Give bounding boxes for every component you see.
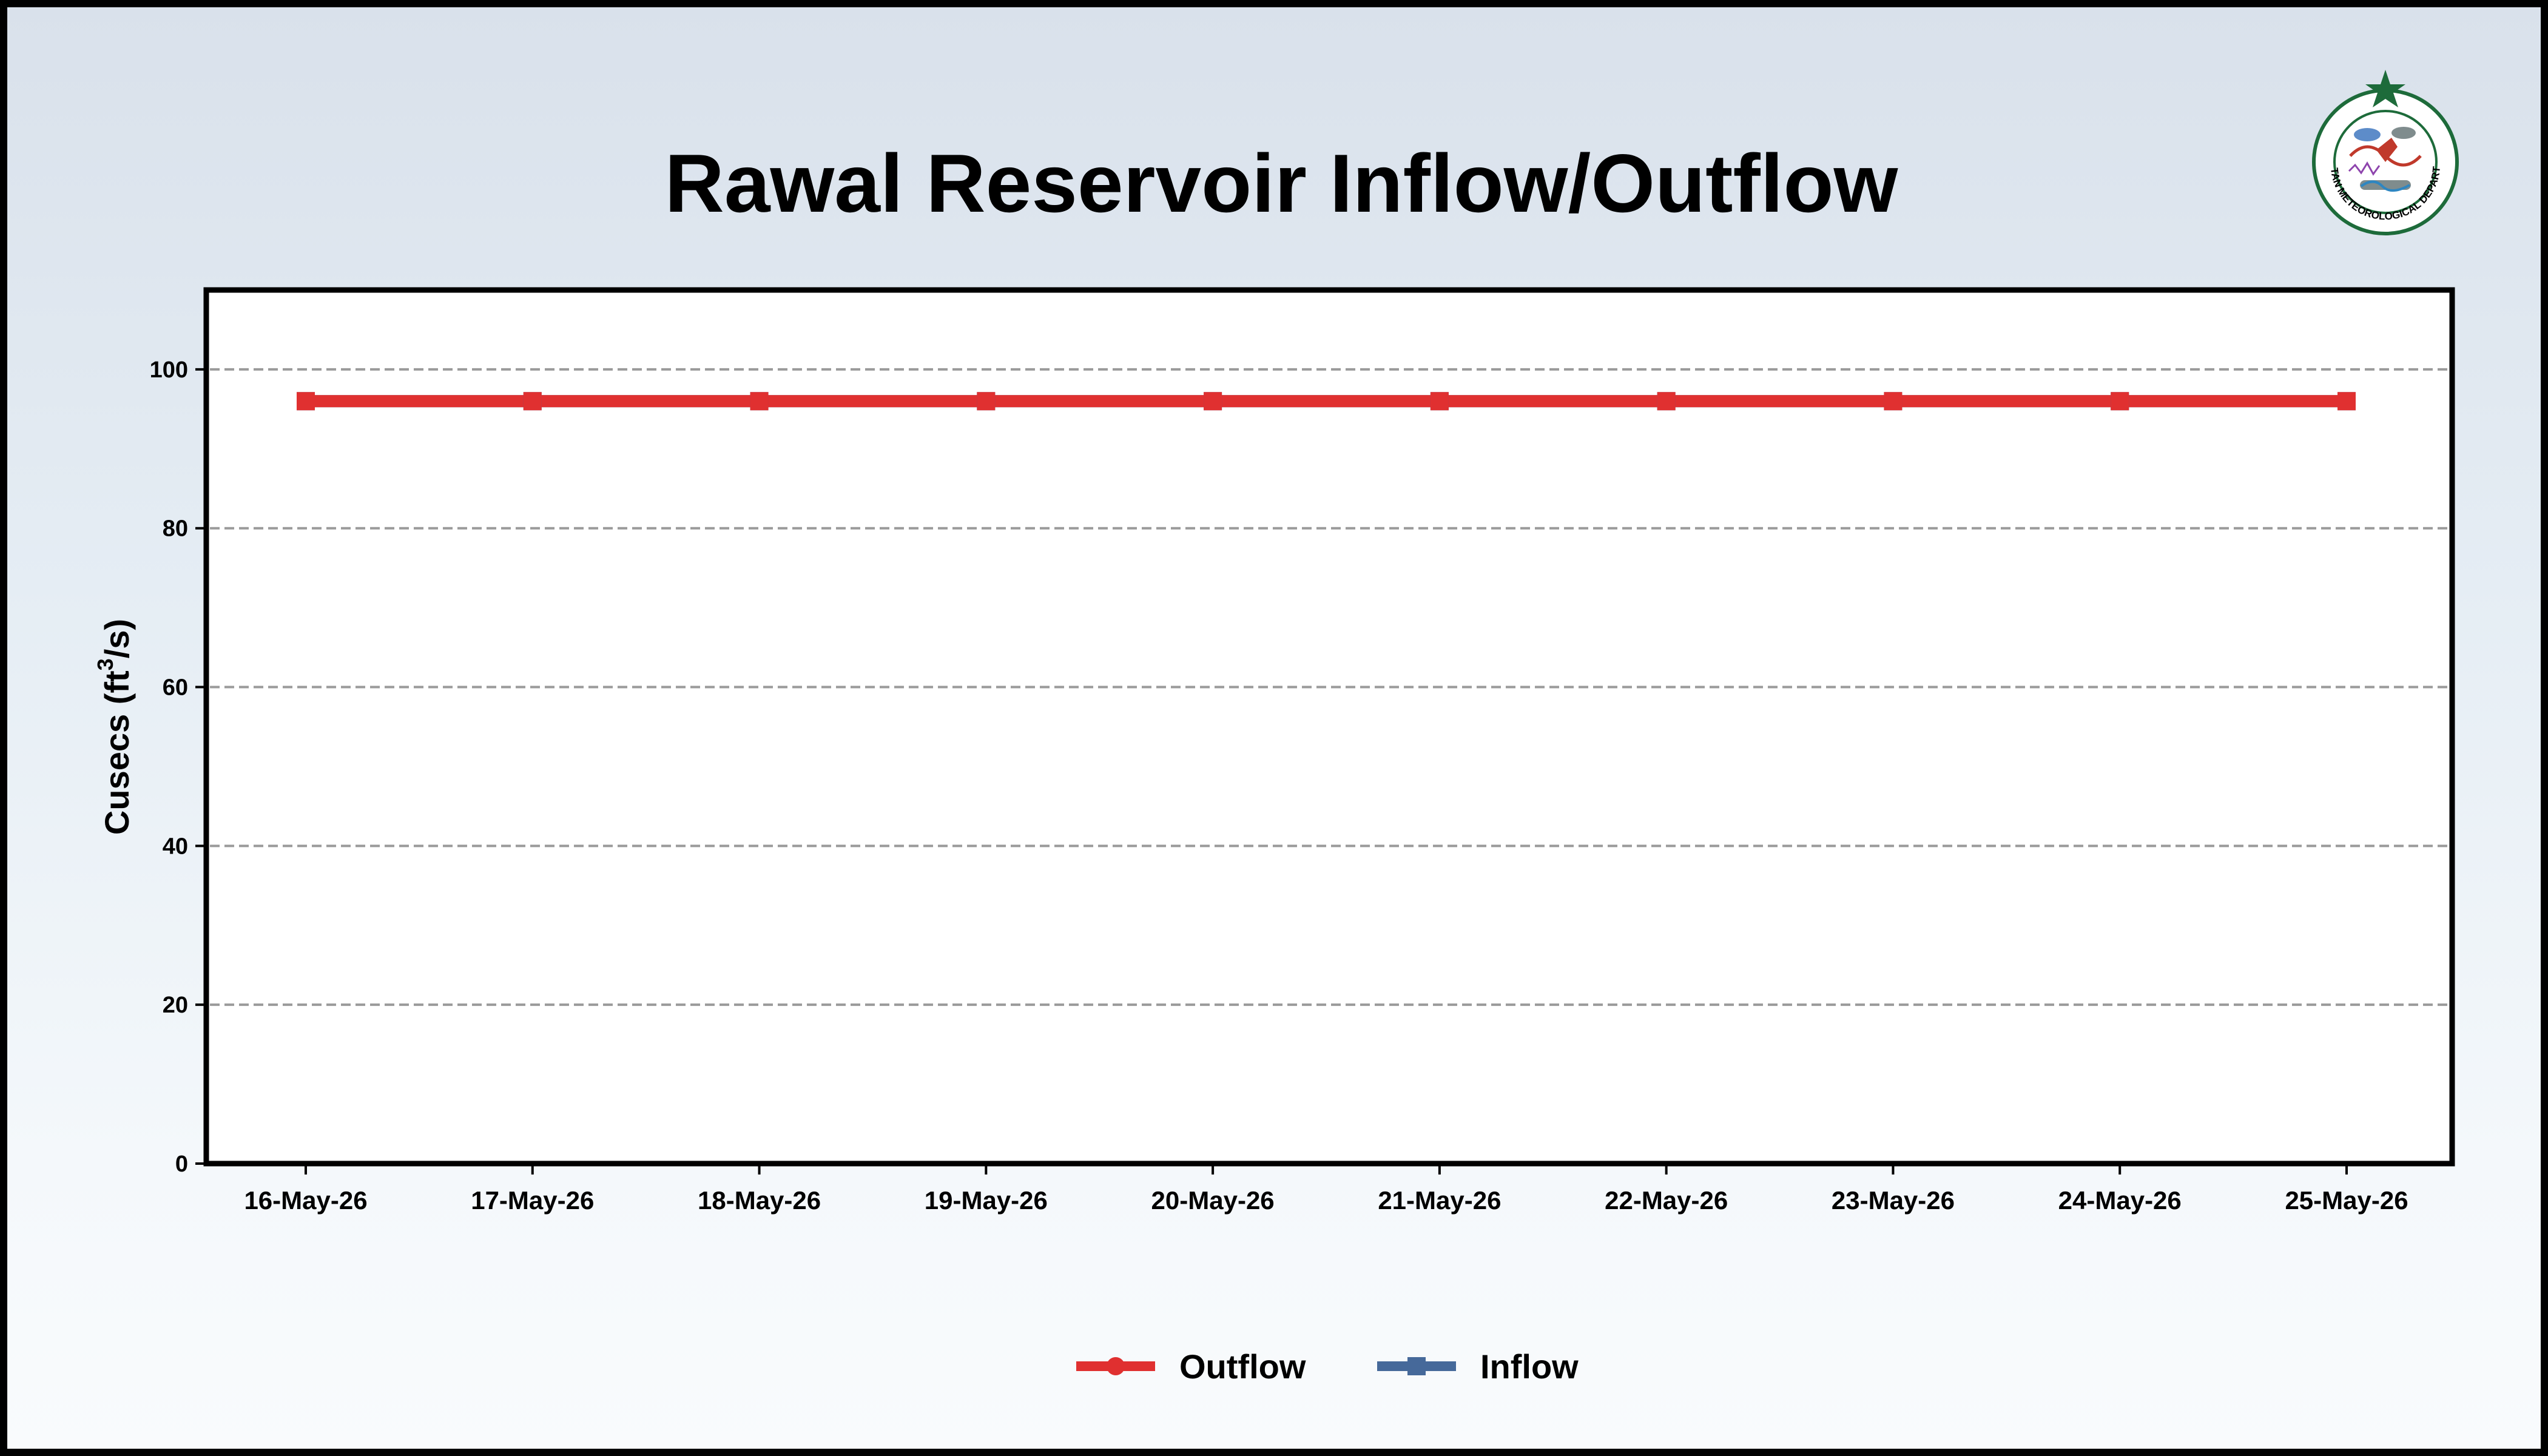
legend-item-inflow: Inflow — [1377, 1347, 1579, 1386]
legend-label: Inflow — [1480, 1347, 1579, 1386]
y-tick-label: 20 — [163, 993, 188, 1018]
y-axis-label: Cusecs (ft3/s) — [93, 619, 136, 835]
x-tick-label: 22-May-26 — [1605, 1186, 1728, 1215]
line-chart: 0 20 40 60 80 100 16-May-26 17-May-26 18-May-26… — [93, 287, 2455, 1386]
y-tick-label: 0 — [175, 1151, 188, 1177]
x-tick-label: 24-May-26 — [2058, 1186, 2182, 1215]
x-tick-label: 21-May-26 — [1378, 1186, 1501, 1215]
data-point-outflow — [523, 392, 542, 411]
x-tick-label: 20-May-26 — [1151, 1186, 1275, 1215]
legend-marker — [1107, 1357, 1125, 1375]
legend-marker — [1407, 1357, 1426, 1375]
data-point-outflow — [977, 392, 996, 411]
x-axis-ticks: 16-May-26 17-May-26 18-May-26 19-May-26 20-M… — [244, 1164, 2408, 1215]
data-point-outflow — [1204, 392, 1222, 411]
chart-title: Rawal Reservoir Inflow/Outflow — [664, 137, 1898, 229]
data-point-outflow — [2337, 392, 2356, 411]
pmd-emblem-icon: PAKISTAN METEOROLOGICAL DEPARTMENT — [2307, 65, 2459, 235]
legend: Outflow Inflow — [1076, 1347, 1579, 1386]
x-tick-label: 18-May-26 — [698, 1186, 821, 1215]
data-point-outflow — [1657, 392, 1676, 411]
y-tick-label: 80 — [163, 516, 188, 542]
x-tick-label: 19-May-26 — [925, 1186, 1048, 1215]
legend-label: Outflow — [1179, 1347, 1306, 1386]
series-lines — [297, 392, 2356, 411]
x-tick-label: 23-May-26 — [1832, 1186, 1955, 1215]
y-tick-label: 40 — [163, 834, 188, 859]
data-point-outflow — [750, 392, 769, 411]
x-tick-label: 25-May-26 — [2285, 1186, 2408, 1215]
y-axis-ticks: 0 20 40 60 80 100 — [150, 357, 206, 1177]
plot-area-border — [203, 287, 2455, 1167]
x-tick-label: 16-May-26 — [244, 1186, 367, 1215]
y-tick-label: 100 — [150, 357, 188, 383]
y-tick-label: 60 — [163, 675, 188, 701]
data-point-outflow — [1884, 392, 1903, 411]
x-tick-label: 17-May-26 — [471, 1186, 594, 1215]
legend-item-outflow: Outflow — [1076, 1347, 1306, 1386]
data-point-outflow — [2111, 392, 2129, 411]
data-point-outflow — [297, 392, 315, 411]
data-point-outflow — [1430, 392, 1449, 411]
